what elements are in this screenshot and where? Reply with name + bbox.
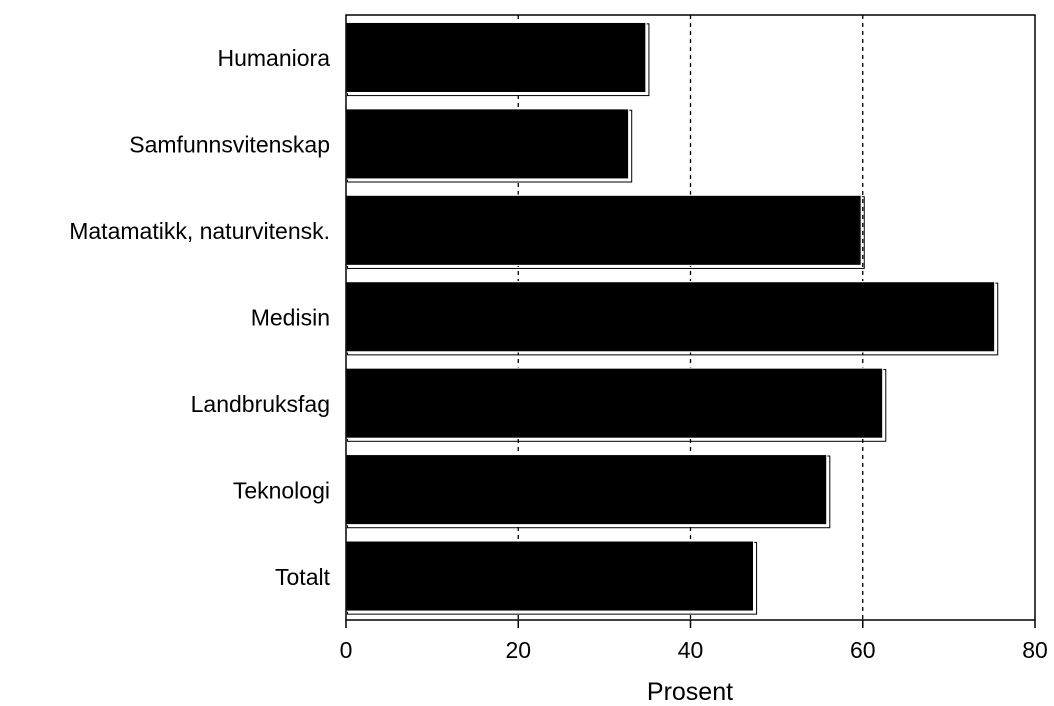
bars (345, 21, 999, 615)
category-labels: Humaniora Samfunnsvitenskap Matamatikk, na… (69, 45, 330, 590)
x-axis-title: Prosent (647, 678, 733, 706)
x-tick-label: 40 (678, 637, 704, 663)
x-tick-label: 60 (850, 637, 876, 663)
category-label: Samfunnsvitenskap (129, 132, 330, 158)
bar (345, 453, 828, 526)
category-label: Medisin (251, 305, 330, 331)
category-label: Teknologi (233, 477, 330, 503)
bar (345, 540, 755, 612)
category-label: Totalt (275, 564, 331, 590)
x-tick-label: 0 (340, 637, 353, 663)
category-label: Humaniora (218, 45, 331, 71)
bar (345, 367, 884, 439)
bar (345, 108, 630, 180)
category-label: Landbruksfag (191, 391, 330, 417)
x-axis-ticks: 0 20 40 60 80 (340, 620, 1048, 663)
x-tick-label: 20 (505, 637, 531, 663)
bar (345, 194, 862, 267)
bar (345, 281, 996, 353)
bar (345, 21, 647, 94)
x-tick-label: 80 (1022, 637, 1048, 663)
category-label: Matamatikk, naturvitensk. (69, 218, 330, 244)
